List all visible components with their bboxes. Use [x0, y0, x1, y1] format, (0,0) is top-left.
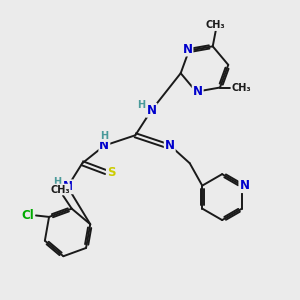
Text: N: N	[193, 85, 203, 98]
Text: H: H	[137, 100, 145, 110]
Text: N: N	[146, 104, 157, 117]
Text: N: N	[99, 139, 110, 152]
Text: H: H	[100, 131, 108, 141]
Text: N: N	[63, 180, 73, 193]
Text: CH₃: CH₃	[50, 184, 70, 194]
Text: N: N	[182, 43, 193, 56]
Text: H: H	[53, 177, 61, 188]
Text: CH₃: CH₃	[231, 82, 251, 92]
Text: CH₃: CH₃	[206, 20, 226, 30]
Text: N: N	[239, 179, 249, 192]
Text: Cl: Cl	[22, 209, 34, 222]
Text: N: N	[165, 139, 175, 152]
Text: S: S	[107, 166, 116, 178]
